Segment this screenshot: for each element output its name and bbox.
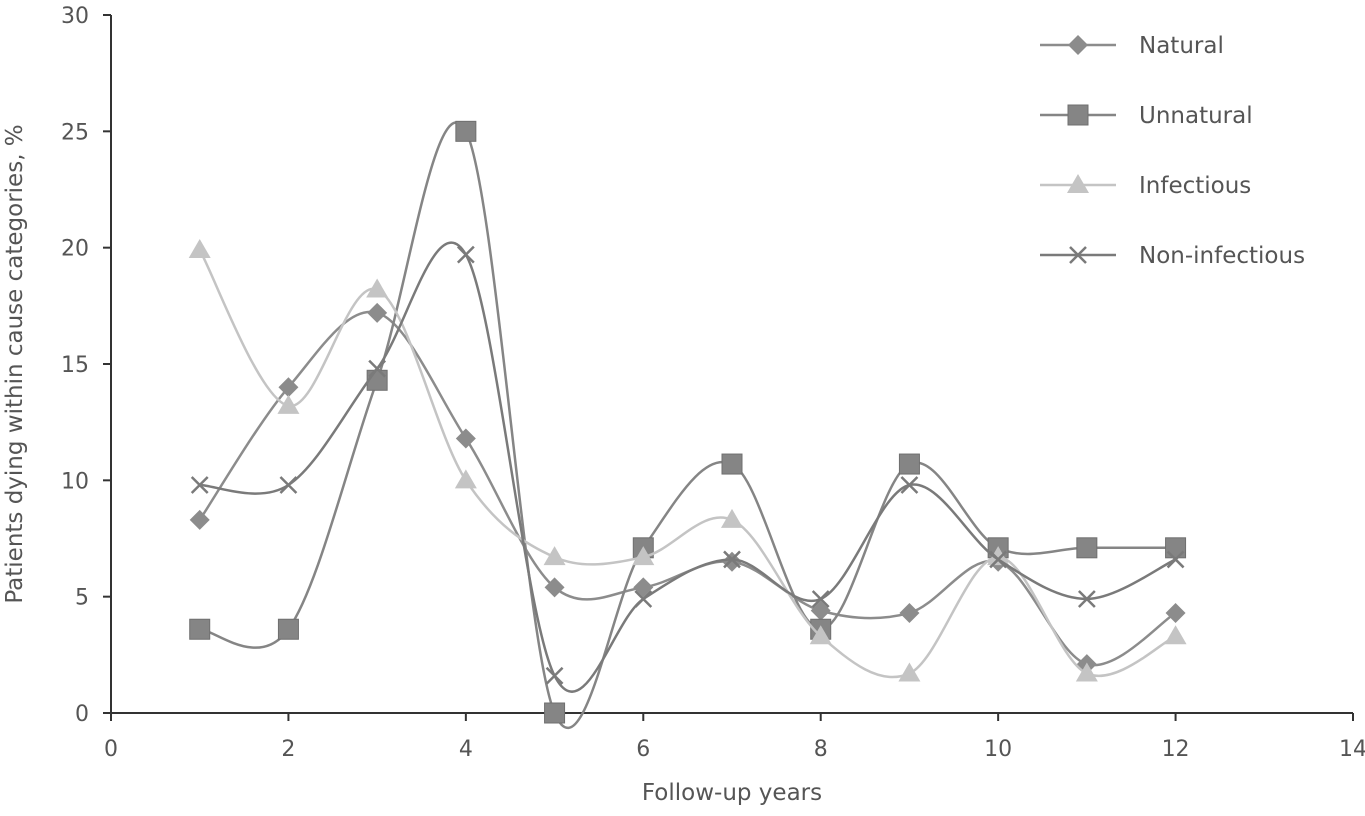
- x-tick-label: 14: [1339, 737, 1365, 762]
- data-point-non-infectious: [1166, 550, 1185, 569]
- data-point-unnatural: [1165, 537, 1187, 559]
- legend-marker-diamond-icon: [1068, 35, 1088, 55]
- data-point-infectious: [898, 662, 921, 682]
- series-natural: [189, 302, 1186, 675]
- data-point-unnatural: [898, 453, 920, 475]
- legend-item-unnatural: Unnatural: [1040, 103, 1253, 129]
- data-point-infectious: [277, 394, 300, 414]
- data-point-infectious: [543, 546, 566, 566]
- data-point-unnatural: [189, 618, 211, 640]
- y-tick-label: 10: [61, 469, 89, 494]
- data-point-infectious: [987, 546, 1010, 566]
- data-point-non-infectious: [811, 590, 830, 608]
- data-point-natural: [544, 577, 565, 598]
- data-point-non-infectious: [900, 476, 919, 494]
- legend-marker-x-icon: [1069, 246, 1087, 264]
- x-axis-label: Follow-up years: [642, 780, 822, 806]
- data-point-non-infectious: [989, 550, 1008, 569]
- data-point-infectious: [809, 625, 832, 645]
- y-tick-label: 25: [61, 120, 89, 145]
- series-line-non-infectious: [199, 241, 1177, 693]
- x-tick-label: 10: [984, 737, 1012, 762]
- x-tick-label: 12: [1162, 737, 1190, 762]
- data-point-unnatural: [455, 120, 477, 142]
- data-point-natural: [278, 377, 299, 398]
- data-point-infectious: [721, 508, 743, 528]
- data-point-non-infectious: [634, 590, 653, 608]
- legend-label: Infectious: [1139, 173, 1251, 199]
- data-point-natural: [189, 509, 210, 530]
- series-line-unnatural: [199, 121, 1176, 729]
- x-tick-label: 2: [281, 737, 295, 762]
- data-point-infectious: [454, 469, 477, 489]
- data-point-non-infectious: [456, 245, 475, 264]
- legend-item-natural: Natural: [1040, 33, 1224, 59]
- data-point-infectious: [632, 546, 655, 566]
- data-point-infectious: [188, 238, 211, 258]
- series-infectious: [188, 238, 1187, 682]
- data-point-natural: [455, 428, 476, 449]
- y-tick-label: 0: [75, 702, 89, 727]
- y-tick-label: 15: [61, 353, 89, 378]
- data-point-natural: [722, 551, 742, 572]
- legend-label: Unnatural: [1139, 103, 1253, 129]
- x-tick-label: 8: [814, 737, 828, 762]
- data-point-infectious: [366, 278, 389, 298]
- legend: Natural Unnatural Infectious Non-infectious: [1040, 33, 1305, 269]
- data-point-natural: [810, 600, 831, 621]
- series-line-infectious: [198, 249, 1177, 679]
- legend-label: Natural: [1139, 33, 1224, 59]
- data-point-non-infectious: [723, 550, 741, 569]
- data-point-non-infectious: [368, 359, 387, 378]
- data-point-natural: [1165, 602, 1186, 623]
- axes: 0 5 10 15 20 25 30 0 2 4 6 8 10 12 14: [61, 4, 1365, 762]
- legend-marker-triangle-icon: [1067, 174, 1089, 193]
- data-point-unnatural: [544, 702, 566, 724]
- x-tick-label: 6: [636, 737, 650, 762]
- series-non-infectious: [190, 241, 1185, 693]
- series-line-natural: [198, 310, 1177, 667]
- data-point-non-infectious: [545, 666, 564, 685]
- x-tick-label: 4: [459, 737, 473, 762]
- data-point-infectious: [1164, 625, 1187, 645]
- data-point-non-infectious: [1077, 590, 1096, 608]
- legend-item-infectious: Infectious: [1040, 173, 1251, 199]
- legend-marker-square-icon: [1067, 104, 1089, 126]
- data-point-infectious: [1075, 662, 1098, 682]
- data-point-unnatural: [277, 618, 299, 640]
- data-point-unnatural: [1076, 537, 1098, 559]
- data-point-non-infectious: [279, 476, 298, 494]
- data-point-unnatural: [721, 453, 743, 475]
- data-point-natural: [899, 602, 920, 623]
- data-point-non-infectious: [190, 476, 209, 494]
- legend-item-non-infectious: Non-infectious: [1040, 243, 1305, 269]
- y-axis-label: Patients dying within cause categories, …: [2, 124, 28, 603]
- y-tick-label: 20: [61, 237, 89, 262]
- y-tick-label: 30: [61, 4, 89, 29]
- data-point-natural: [367, 302, 388, 323]
- y-tick-label: 5: [75, 586, 89, 611]
- series-group: [188, 120, 1187, 729]
- x-tick-label: 0: [104, 737, 118, 762]
- legend-label: Non-infectious: [1139, 243, 1305, 269]
